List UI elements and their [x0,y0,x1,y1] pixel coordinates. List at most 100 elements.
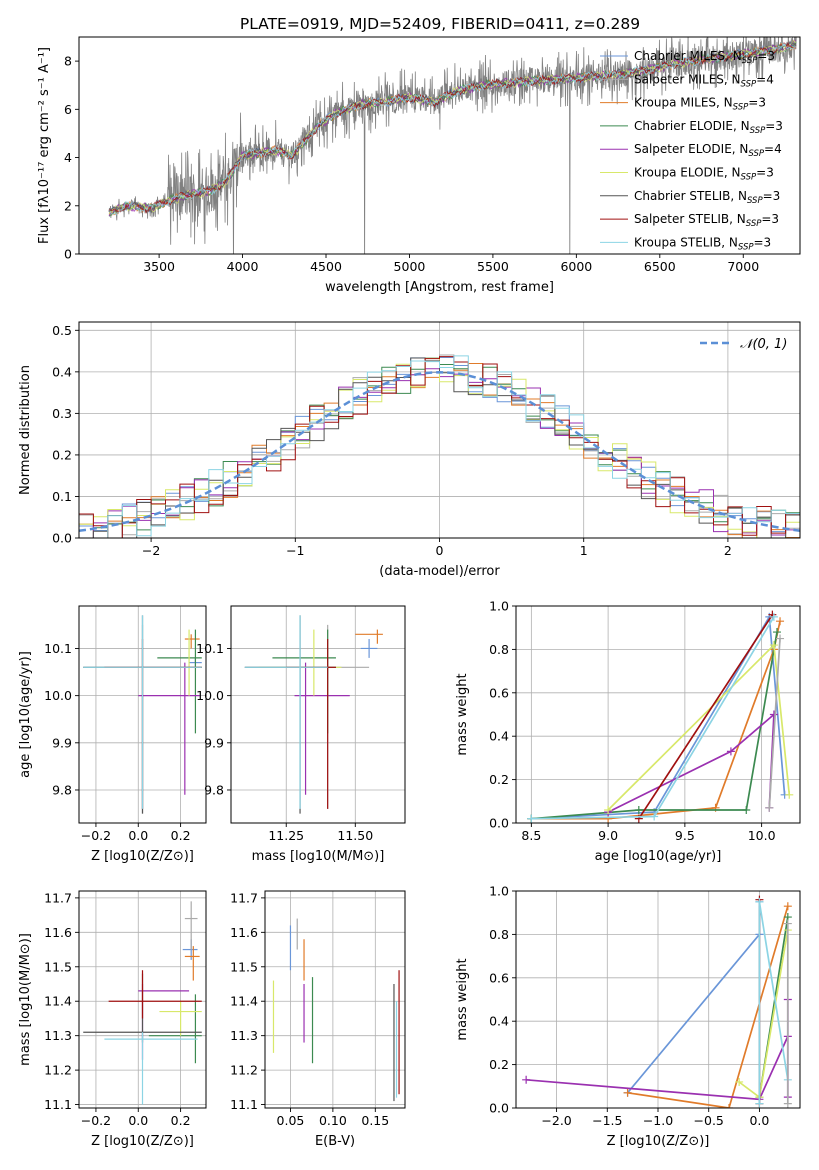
y-tick-label: 10.0 [196,688,224,703]
x-tick-label: 0.2 [171,828,191,843]
weight-marker-salpeter-miles [783,919,792,928]
y-tick-label: 10.0 [44,688,72,703]
plot-area [108,37,797,254]
y-axis-label: age [log10(age/yr)] [18,651,33,778]
x-tick-label: 0.05 [277,1113,305,1128]
weight-line-chabrier-elodie [531,631,778,820]
y-tick-label: 9.8 [204,782,224,797]
weight-marker-kroupa-miles [725,1104,733,1108]
legend-label-sub: SSP [742,56,758,66]
y-tick-label: 10.1 [44,641,72,656]
weight-line-salpeter-elodie [526,999,789,1101]
legend-label: Kroupa MILES, NSSP=3 [634,96,766,113]
x-tick-label: 0.0 [749,1113,769,1128]
y-tick-label: 0.8 [489,927,509,942]
x-tick-label: −2.0 [541,1113,571,1128]
y-axis-label: Flux [fλ10⁻¹⁷ erg cm⁻² s⁻¹ A⁻¹] [37,47,52,244]
plot-area [272,918,400,1102]
x-tick-label: 5500 [477,259,509,274]
weight-marker-kroupa-elodie [735,1077,744,1086]
legend-label-suffix: =4 [764,142,782,156]
y-tick-label: 11.3 [44,1028,72,1043]
model-line-chabrier-stelib [108,40,797,214]
weight-marker-kroupa-miles [623,1088,632,1097]
weight-marker-salpeter-elodie [522,1075,531,1084]
weight-marker-chabrier-elodie [634,805,643,814]
y-axis-label: mass [log10(M/M⊙)] [18,933,33,1066]
weight-marker-kroupa-elodie [785,790,794,799]
weight-marker-salpeter-miles [765,803,774,812]
panel-mass-vs-ebv: 0.05 0.10 0.15 11.1 11.2 11.3 11.4 11.5 11.6 11.7… [230,890,406,1149]
legend-label-main: Chabrier MILES, N [634,49,742,63]
axes-frame [264,890,406,1109]
x-tick-label: 9.5 [675,828,695,843]
legend-label-main: Kroupa ELODIE, N [634,166,741,180]
legend-label: Salpeter STELIB, NSSP=3 [634,212,779,229]
legend-label: Chabrier MILES, NSSP=3 [634,49,775,66]
weight-marker-kroupa-miles [783,902,792,911]
x-tick-label: 5000 [394,259,426,274]
x-axis-label: Z [log10(Z/Z⊙)] [607,1134,710,1149]
plot-area [83,901,202,1105]
panel-residuals: −2 −1 0 1 2 0.0 0.1 0.2 0.3 0.4 0.5 (data-model)/er… [18,321,801,579]
y-tick-label: 6 [64,102,72,117]
legend-label-sub: SSP [741,173,757,183]
y-tick-label: 1.0 [489,599,509,614]
legend-label-sub: SSP [747,196,763,206]
x-tick-label: 0.0 [128,1113,148,1128]
legend-label-main: Kroupa MILES, N [634,96,733,110]
x-tick-label: 0.2 [171,1113,191,1128]
weight-marker-salpeter-elodie [726,747,735,756]
legend-label: 𝒩(0, 1) [740,337,787,352]
y-tick-label: 11.5 [230,959,258,974]
x-tick-label: 10.0 [748,828,776,843]
legend-label-main: Salpeter ELODIE, N [634,142,748,156]
weight-line-kroupa-elodie [738,929,789,1099]
weight-marker-kroupa-elodie [769,641,778,650]
y-tick-label: 11.2 [44,1063,72,1078]
legend-label-suffix: =3 [757,49,775,63]
figure-title: PLATE=0919, MJD=52409, FIBERID=0411, z=0… [240,15,640,33]
x-tick-label: 6000 [560,259,592,274]
panel-spectrum: 3500 4000 4500 5000 5500 6000 6500 7000 0 2 4 6 8 wav… [37,36,801,295]
weight-marker-kroupa-stelib [755,897,764,906]
legend-label-suffix: =3 [763,189,781,203]
x-tick-label: 6500 [644,259,676,274]
y-tick-label: 1.0 [489,884,509,899]
y-tick-label: 11.3 [230,1028,258,1043]
panel-weight-vs-z: −2.0 −1.5 −1.0 −0.5 0.0 0.0 0.2 0.4 0.6 0.8 1.0 Z [… [455,884,801,1149]
weight-line-chabrier-miles [626,901,761,1094]
legend-label-suffix: =3 [765,119,783,133]
legend-label-suffix: =3 [761,212,779,226]
x-tick-label: 9.0 [598,828,618,843]
y-tick-label: 0.4 [489,1014,509,1029]
weight-marker-chabrier-elodie [742,805,751,814]
x-axis-label: (data-model)/error [379,564,500,579]
model-line-kroupa-stelib [108,41,797,216]
y-tick-label: 11.4 [44,994,72,1009]
model-line-salpeter-stelib [108,41,797,215]
x-tick-label: −2 [142,543,160,558]
legend-label-sub: SSP [750,126,766,136]
legend-label-sub: SSP [738,242,754,252]
weight-marker-kroupa-stelib [755,1099,764,1108]
y-tick-label: 0.3 [52,406,72,421]
weight-marker-salpeter-miles [783,1099,792,1108]
legend-label-main: Chabrier STELIB, N [634,189,747,203]
panel-age-vs-mass: 11.25 11.50 9.8 9.9 10.0 10.1 mass [log10(M/M⊙… [196,605,406,864]
y-tick-label: 11.2 [230,1063,258,1078]
x-tick-label: 11.50 [337,828,373,843]
x-axis-label: E(B-V) [315,1134,355,1149]
legend: 𝒩(0, 1) [700,337,787,352]
y-tick-label: 11.7 [230,890,258,905]
weight-marker-kroupa-stelib [527,814,536,823]
y-axis-label: mass weight [455,958,470,1040]
x-tick-label: −1 [286,543,304,558]
legend-label-suffix: =4 [756,72,774,86]
x-tick-label: −0.2 [81,828,111,843]
y-tick-label: 0.6 [489,970,509,985]
y-tick-label: 11.1 [230,1097,258,1112]
x-tick-label: −0.5 [694,1113,724,1128]
weight-line-chabrier-miles [531,614,786,820]
